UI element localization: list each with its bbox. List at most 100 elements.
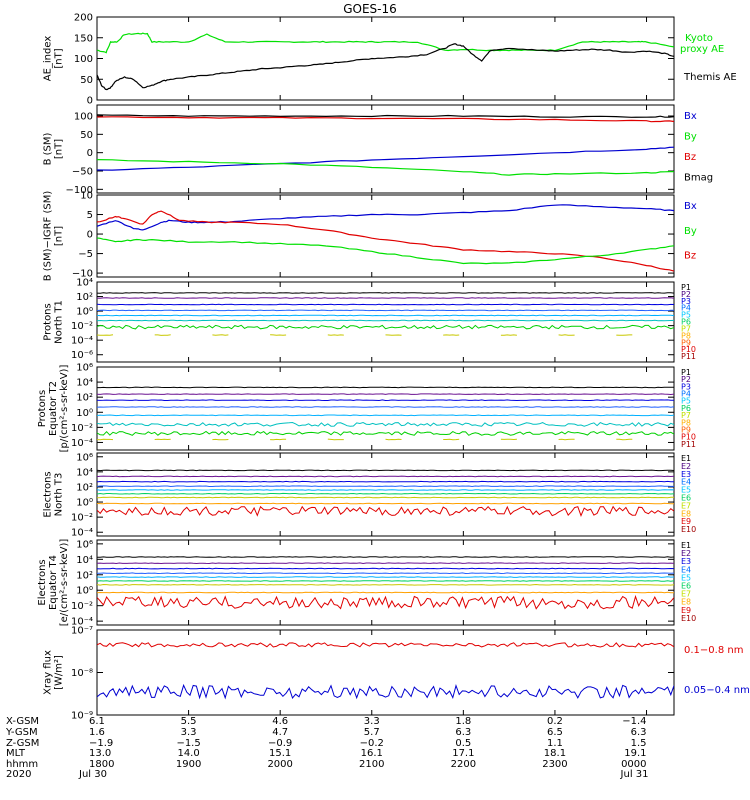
legend-entry: E7 xyxy=(681,590,691,599)
footer-value: 0.5 xyxy=(455,738,471,749)
legend-entry: E1 xyxy=(681,454,691,463)
footer-value: 1.5 xyxy=(631,738,647,749)
footer-value: 0.2 xyxy=(547,716,563,727)
footer-value: 2200 xyxy=(451,759,476,770)
legend-entry: P1 xyxy=(681,368,691,377)
legend-entry: E8 xyxy=(681,598,691,607)
y-axis-label-line: B (SM)−IGRF (SM) xyxy=(43,191,54,282)
legend-entry: Themis AE xyxy=(683,72,737,83)
panel-frame xyxy=(96,104,675,194)
y-axis-label: B (SM) [nT] xyxy=(43,132,65,165)
footer-value: Jul 31 xyxy=(620,769,649,780)
legend-entry: P4 xyxy=(681,304,691,313)
series-e3 xyxy=(97,567,674,570)
series-e7 xyxy=(97,583,674,586)
footer-value: 5.5 xyxy=(181,716,197,727)
series-p5 xyxy=(97,314,674,317)
y-tick-label: 10² xyxy=(76,570,93,581)
series-e1 xyxy=(97,469,674,472)
legend-entry: P6 xyxy=(681,404,691,413)
series-e5 xyxy=(97,489,674,491)
footer-value: 13.0 xyxy=(89,748,111,759)
footer-value: 17.1 xyxy=(452,748,474,759)
series-p7 xyxy=(97,430,674,436)
footer-value: 18.1 xyxy=(544,748,566,759)
y-axis-label: Protons North T1 xyxy=(43,300,65,344)
footer-row-label: 2020 xyxy=(6,769,31,780)
legend-entry: E7 xyxy=(681,501,691,510)
y-tick-label: 0 xyxy=(87,230,93,241)
legend-entry: By xyxy=(684,131,697,142)
legend-entry: P3 xyxy=(681,297,691,306)
legend-entry: P9 xyxy=(681,425,691,434)
y-axis-label-line: [nT] xyxy=(54,48,65,68)
footer-value: 15.1 xyxy=(269,748,291,759)
legend-entry: E3 xyxy=(681,557,691,566)
y-tick-label: 10² xyxy=(76,393,93,404)
y-axis-label: B (SM)−IGRF (SM) [nT] xyxy=(43,191,65,282)
y-tick-label: 10⁰ xyxy=(76,408,93,419)
y-axis-label: Xray flux [W/m²] xyxy=(43,650,65,695)
y-tick-label: −100 xyxy=(66,185,93,196)
legend-entry: E9 xyxy=(681,517,691,526)
y-tick-label: 200 xyxy=(74,13,93,24)
y-axis-label-line: [nT] xyxy=(54,226,65,246)
footer-value: 16.1 xyxy=(361,748,383,759)
plot-area xyxy=(97,469,674,517)
legend-entry: E5 xyxy=(681,573,691,582)
series-p2 xyxy=(97,393,674,396)
y-tick-label: −5 xyxy=(78,249,93,260)
series-0-05-0-4-nm xyxy=(97,683,674,700)
footer-value: 2300 xyxy=(542,759,567,770)
y-tick-label: −10 xyxy=(72,269,93,280)
legend-entry: 0.1−0.8 nm xyxy=(684,645,743,656)
footer-value: 3.3 xyxy=(364,716,380,727)
footer-value: 6.3 xyxy=(631,727,647,738)
legend-entry: Kyoto xyxy=(685,33,713,44)
footer-value: 6.1 xyxy=(89,716,105,727)
y-tick-label: 10⁶ xyxy=(76,539,93,550)
series-kyoto-proxy-ae xyxy=(97,32,674,54)
y-axis-label-line: [p/(cm²-s-sr-keV)] xyxy=(59,365,70,453)
y-axis-label-line: [nT] xyxy=(54,139,65,159)
series-bx xyxy=(97,146,674,171)
y-tick-label: 10⁻⁴ xyxy=(71,528,93,539)
series-p3 xyxy=(97,303,674,306)
y-axis-label-line: AE_index xyxy=(43,36,54,82)
y-tick-label: 50 xyxy=(80,75,93,86)
legend-entry: E2 xyxy=(681,549,691,558)
legend-entry: P8 xyxy=(681,418,691,427)
y-tick-label: 10⁰ xyxy=(76,498,93,509)
legend-entry: P4 xyxy=(681,390,691,399)
footer-value: 6.3 xyxy=(455,727,471,738)
y-tick-label: 10⁻⁹ xyxy=(71,711,93,722)
y-axis-label-line: Protons xyxy=(37,390,48,427)
panel-xray: 10⁻⁷ 10⁻⁸ 10⁻⁹ Xray flux [W/m²] 0.1−0.8 nm 0.0… xyxy=(43,626,750,722)
series-p8 xyxy=(97,335,674,336)
footer-row-label: Z-GSM xyxy=(6,738,39,749)
panel-prot-t1: 10⁴ 10² 10⁰ 10⁻² 10⁻⁴ 10⁻⁶ Protons North T1 P1P2… xyxy=(43,278,696,363)
plot-area xyxy=(97,292,674,336)
y-tick-label: 10⁻⁴ xyxy=(71,617,93,628)
footer-value: 14.0 xyxy=(177,748,199,759)
y-axis-label: Electrons Equator T4 [e/(cm²-s-sr-keV)] xyxy=(37,539,70,627)
y-tick-label: 10⁴ xyxy=(76,467,93,478)
y-tick-label: 10⁶ xyxy=(76,452,93,463)
y-tick-label: 100 xyxy=(74,54,93,65)
y-axis-label-line: [e/(cm²-s-sr-keV)] xyxy=(59,539,70,627)
y-tick-label: 10⁴ xyxy=(76,378,93,389)
panel-bigrf: −10 −5 0 5 10 B (SM)−IGRF (SM) [nT] Bx By Bz xyxy=(43,191,697,282)
series-p6 xyxy=(97,319,674,322)
footer-value: 3.3 xyxy=(181,727,197,738)
footer-value: Jul 30 xyxy=(78,769,107,780)
legend-entry: Bmag xyxy=(684,172,713,183)
footer-row-label: Y-GSM xyxy=(5,727,38,738)
y-axis-label: Electrons North T3 xyxy=(43,471,65,517)
